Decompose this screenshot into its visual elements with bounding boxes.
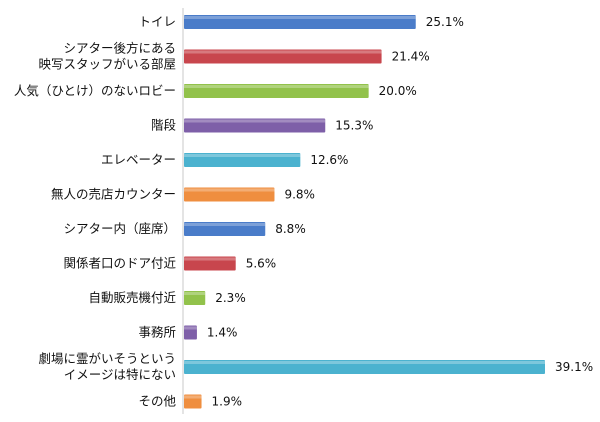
- category-label: シアター内（座席）: [63, 221, 176, 236]
- category-label: その他: [138, 394, 176, 409]
- bar-highlight: [184, 188, 275, 192]
- value-label: 8.8%: [275, 222, 306, 236]
- value-label: 15.3%: [335, 119, 373, 133]
- bar: [184, 49, 382, 64]
- category-label: 関係者口のドア付近: [63, 256, 176, 271]
- bar-highlight: [184, 154, 301, 157]
- category-label: 劇場に霊がいそうという: [38, 351, 176, 366]
- bar-highlight: [184, 50, 382, 54]
- category-label: シアター後方にある: [63, 41, 176, 56]
- value-label: 1.9%: [212, 395, 243, 409]
- category-label: 自動販売機付近: [88, 290, 176, 305]
- bar-highlight: [184, 16, 416, 19]
- value-label: 21.4%: [392, 50, 430, 64]
- bar: [184, 325, 197, 340]
- bar: [184, 360, 545, 374]
- value-label: 20.0%: [379, 84, 417, 98]
- bar: [184, 15, 416, 29]
- bar: [184, 291, 206, 305]
- value-label: 5.6%: [246, 257, 276, 271]
- bar: [184, 222, 266, 236]
- category-label: 階段: [151, 118, 176, 133]
- category-label: エレベーター: [101, 152, 176, 167]
- category-label: 映写スタッフがいる部屋: [38, 57, 176, 72]
- bar: [184, 256, 236, 271]
- bar-highlight: [184, 326, 197, 330]
- bar: [184, 187, 275, 202]
- value-label: 2.3%: [215, 291, 246, 305]
- bar: [184, 84, 369, 98]
- bar: [184, 153, 301, 167]
- value-label: 12.6%: [310, 153, 348, 167]
- bar-highlight: [184, 361, 545, 364]
- bar: [184, 118, 326, 133]
- category-label: イメージは特にない: [64, 367, 176, 382]
- category-label: トイレ: [138, 14, 176, 29]
- value-label: 9.8%: [284, 188, 315, 202]
- category-label: 無人の売店カウンター: [51, 187, 176, 202]
- category-label: 人気（ひとけ）のないロビー: [14, 83, 176, 98]
- bar-highlight: [184, 395, 202, 399]
- category-label: 事務所: [138, 325, 176, 340]
- bar-highlight: [184, 257, 236, 261]
- value-label: 25.1%: [426, 15, 464, 29]
- value-label: 39.1%: [555, 360, 593, 374]
- bar: [184, 394, 202, 409]
- bar-highlight: [184, 85, 369, 88]
- value-label: 1.4%: [207, 326, 238, 340]
- bar-highlight: [184, 292, 206, 295]
- bar-highlight: [184, 223, 266, 226]
- bar-highlight: [184, 119, 326, 123]
